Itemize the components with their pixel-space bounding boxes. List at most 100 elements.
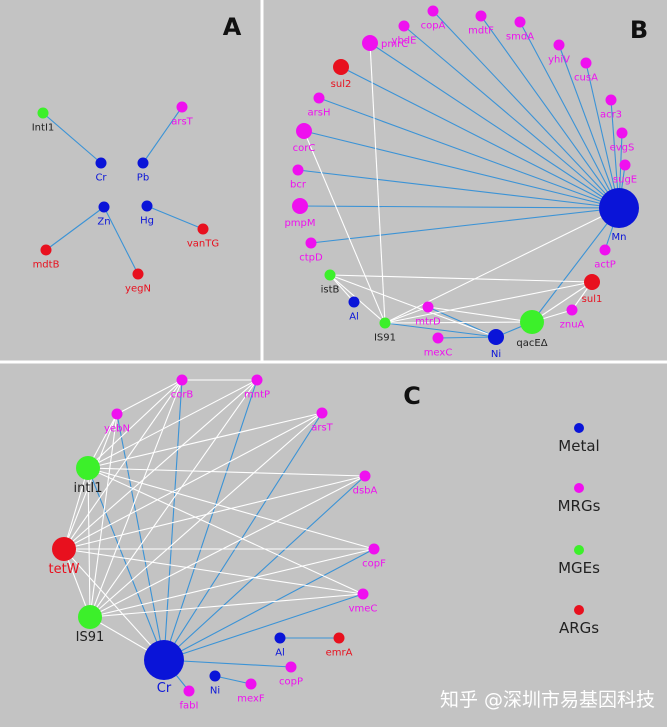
panel-a-node-Cr — [95, 157, 107, 169]
panel-b-edge-Mn-sul2 — [340, 66, 620, 209]
panel-c-node-IS91 — [78, 605, 102, 629]
panel-b-edge-Ni-IS91 — [384, 322, 497, 338]
panel-b-label-yhiV: yhiV — [548, 55, 570, 66]
panel-b-edge-IS91-qacE — [384, 321, 533, 324]
panel-a-letter: A — [223, 13, 242, 41]
panel-c-node-vmeC — [357, 588, 369, 600]
panel-b-node-sugE — [619, 159, 631, 171]
panel-b-node-copA — [427, 5, 439, 17]
panel-c-edge-Cr-intI1 — [87, 467, 165, 661]
watermark: 知乎 @深圳市易基因科技 — [440, 689, 655, 711]
panel-a-node-Hg — [141, 200, 153, 212]
panel-c-edge-tetW-IS91 — [63, 548, 91, 618]
panel-b-node-sul2 — [333, 59, 349, 75]
panel-a-label-vanTG: vanTG — [187, 239, 219, 250]
panel-a-edge-intI1-Cr — [42, 112, 102, 164]
panel-b-edge-Mn-pmpM — [299, 205, 620, 209]
panel-c-node-intI1 — [76, 456, 100, 480]
panel-c-label-copP: copP — [279, 677, 303, 688]
panel-c-edge-IS91-copF — [89, 548, 375, 618]
panel-b-edge-Ni-istB — [329, 274, 497, 338]
legend-label-mges: MGEs — [558, 559, 600, 577]
panel-b-label-znuA: znuA — [560, 320, 585, 331]
panel-c-edge-intI1-dsbA — [87, 467, 366, 477]
panel-c-edge-IS91-vmeC — [89, 593, 364, 618]
panel-b-label-bcr: bcr — [290, 180, 307, 191]
panel-a-label-intI1: IntI1 — [32, 123, 55, 134]
panel-c-node-mexF — [245, 678, 257, 690]
panel-b-node-Al — [348, 296, 360, 308]
panel-c: corB mntP yebN arsT intI1 dsbA tetW copF vmeC IS9… — [48, 374, 421, 712]
panel-a-label-Cr: Cr — [95, 173, 107, 184]
panel-b-label-pmrC: pmrC — [381, 39, 408, 50]
panel-b-label-sugE: sugE — [613, 175, 637, 186]
panel-b-node-mtrD — [422, 301, 434, 313]
panel-a: IntI1 arsT Cr Pb Zn Hg mdtB vanTG yegN A — [32, 13, 242, 295]
panel-a-edge-Zn-yegN — [103, 206, 139, 275]
panel-c-label-IS91: IS91 — [76, 630, 105, 645]
panel-b-node-bcr — [292, 164, 304, 176]
panel-b-edge-Mn-yhiV — [558, 44, 620, 209]
panel-c-node-Ni — [209, 670, 221, 682]
panel-a-node-arsT — [176, 101, 188, 113]
panel-c-edge-Cr-mntP — [163, 379, 258, 661]
panel-a-label-yegN: yegN — [125, 284, 151, 295]
panel-c-label-Al: Al — [275, 648, 285, 659]
panel-b-edge-istB-sul1 — [329, 274, 593, 283]
panel-b-edge-qacE-sul1 — [531, 281, 593, 323]
panel-b-node-Ni — [488, 329, 504, 345]
panel-c-node-emrA — [333, 632, 345, 644]
panel-c-label-Ni: Ni — [210, 686, 220, 697]
panel-c-edge-Cr-vmeC — [163, 593, 364, 661]
panel-c-edge-Cr-dsbA — [163, 475, 366, 661]
panel-b-label-mexC: mexC — [424, 348, 453, 359]
panel-b-label-sul2: sul2 — [331, 79, 352, 90]
panel-b-node-qacE — [520, 310, 544, 334]
panel-b-label-acr3: acr3 — [600, 110, 622, 121]
panel-c-edge-Cr-arsT — [163, 412, 323, 661]
legend-marker-mrgs — [574, 483, 584, 493]
panel-c-edge-intI1-mntP — [87, 379, 258, 469]
panel-c-label-arsT: arsT — [311, 423, 333, 434]
panel-c-label-copF: copF — [362, 559, 386, 570]
panel-a-edge-arsT-Pb — [142, 106, 183, 164]
panel-b-label-istB: istB — [321, 285, 340, 296]
legend-label-args: ARGs — [559, 619, 599, 637]
panel-c-edge-Cr-copF — [163, 548, 375, 661]
panel-c-edge-IS91-dsbA — [89, 475, 366, 618]
legend-marker-args — [574, 605, 584, 615]
panel-c-edge-intI1-vmeC — [87, 467, 364, 595]
panel-b-node-corC — [296, 123, 312, 139]
panel-b-edge-Mn-cusA — [585, 62, 620, 209]
panel-c-label-mexF: mexF — [237, 694, 265, 705]
panel-b-node-pmrC — [362, 35, 378, 51]
panel-b-edge-IS91-corC — [303, 130, 386, 324]
panel-b-node-smdA — [514, 16, 526, 28]
panel-c-edge-tetW-arsT — [63, 412, 323, 550]
panel-b-node-acr3 — [605, 94, 617, 106]
panel-c-edge-Ni-mexF — [214, 675, 252, 685]
panel-c-edge-Cr-yebN — [116, 413, 165, 661]
panel-b-node-cusA — [580, 57, 592, 69]
panel-b-edge-IS91-pmrC — [369, 42, 386, 324]
panel-c-label-corB: corB — [171, 390, 194, 401]
panel-c-edge-IS91-corB — [89, 379, 183, 618]
panel-b-label-ybdE: ybdE — [392, 36, 417, 47]
panel-c-node-dsbA — [359, 470, 371, 482]
panel-c-edge-IS91-arsT — [89, 412, 323, 618]
panel-b-node-Mn — [599, 188, 639, 228]
panel-c-node-Al — [274, 632, 286, 644]
panel-c-node-mntP — [251, 374, 263, 386]
panel-b-label-Mn: Mn — [612, 232, 627, 243]
panel-c-label-tetW: tetW — [48, 562, 79, 577]
panel-b-node-actP — [599, 244, 611, 256]
panel-c-edge-IS91-yebN — [89, 413, 118, 618]
panel-b-node-ctpD — [305, 237, 317, 249]
panel-c-node-yebN — [111, 408, 123, 420]
panel-b-label-sul1: sul1 — [582, 294, 603, 305]
panel-a-node-yegN — [132, 268, 144, 280]
panel-b-node-mexC — [432, 332, 444, 344]
panel-b-label-smdA: smdA — [506, 32, 534, 43]
panel-c-node-Cr — [144, 640, 184, 680]
panel-c-label-dsbA: dsbA — [353, 486, 378, 497]
